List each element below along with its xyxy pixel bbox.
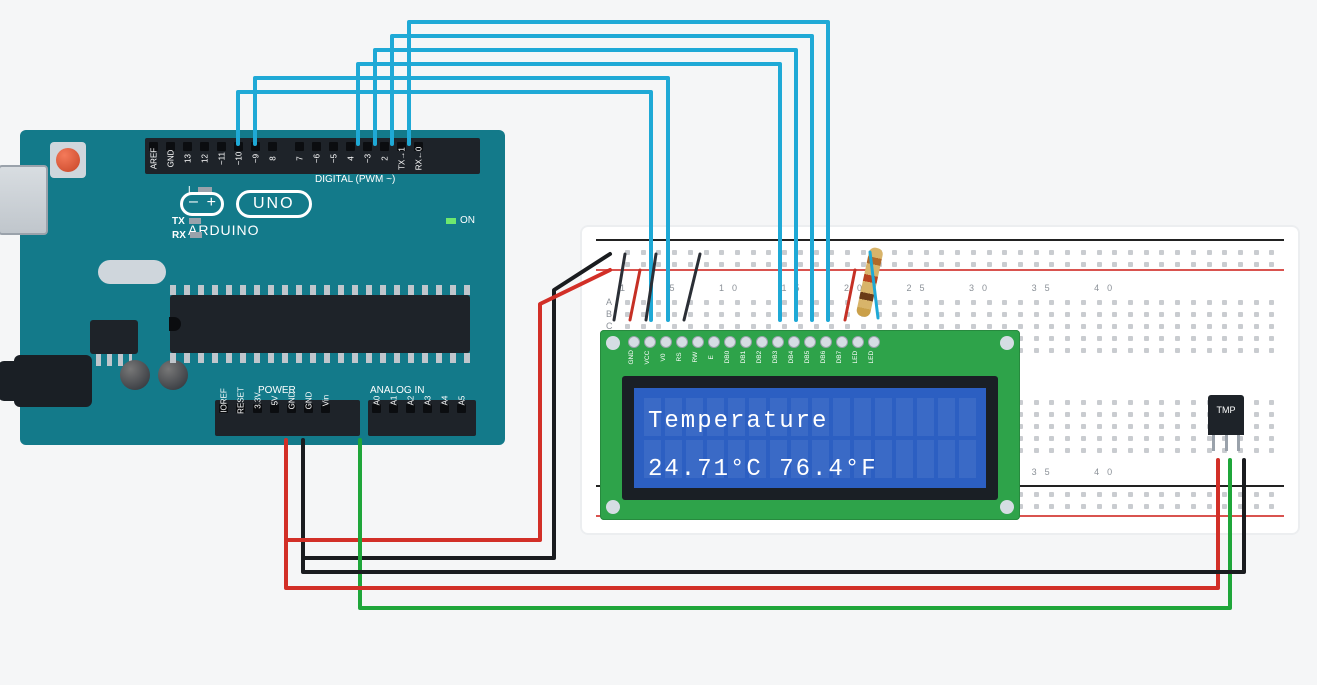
lcd-pin-label: E [708,350,720,364]
pin-3.3V[interactable]: 3.3V [249,400,266,436]
analog-section-label: ANALOG IN [370,385,424,396]
lcd-16x2[interactable]: GND VCC V0 RS RW E DB0 DB1 DB2 DB3 DB4 DB5 DB6 DB7 LED… [600,330,1020,520]
row-label: A [606,297,612,307]
infinity-icon [180,192,224,216]
lcd-pin[interactable] [820,336,832,348]
atmega-ic [170,295,470,353]
lcd-pin-label: LED [868,350,880,364]
digital-section-label: DIGITAL (PWM ~) [315,174,395,185]
pin-RX←0[interactable]: RX←0 [410,138,427,174]
lcd-pin[interactable] [852,336,864,348]
voltage-regulator [90,320,138,354]
reset-button[interactable] [50,142,86,178]
pin-~5[interactable]: ~5 [325,138,342,174]
pin-~6[interactable]: ~6 [308,138,325,174]
lcd-screen: Temperature 24.71°C 76.4°F [634,388,986,488]
power-pin-header[interactable]: IOREFRESET3.3V5VGNDGNDVin [215,400,360,436]
tmp-temperature-sensor[interactable]: TMP [1208,395,1244,435]
lcd-pin-label: V0 [660,350,672,364]
lcd-pin[interactable] [836,336,848,348]
pin-2[interactable]: 2 [376,138,393,174]
tmp-label: TMP [1208,405,1244,415]
on-led: ON [446,215,475,226]
lcd-pin[interactable] [628,336,640,348]
lcd-pin-label: RW [692,350,704,364]
lcd-pin-label: VCC [644,350,656,364]
model-label: UNO [236,190,312,218]
lcd-pin[interactable] [804,336,816,348]
pin-Vin[interactable]: Vin [317,400,334,436]
lcd-pin-labels: GND VCC V0 RS RW E DB0 DB1 DB2 DB3 DB4 DB5 DB6 DB7 LED… [628,350,880,364]
pin-A4[interactable]: A4 [436,400,453,436]
rail-holes-top[interactable] [620,247,1280,271]
lcd-pin[interactable] [644,336,656,348]
analog-pin-header[interactable]: A0A1A2A3A4A5 [368,400,476,436]
pin-A1[interactable]: A1 [385,400,402,436]
pin-12[interactable]: 12 [196,138,213,174]
lcd-pin[interactable] [692,336,704,348]
pin-13[interactable]: 13 [179,138,196,174]
lcd-pin-label: GND [628,350,640,364]
pin-~11[interactable]: ~11 [213,138,230,174]
pin-RESET[interactable]: RESET [232,400,249,436]
lcd-pin[interactable] [756,336,768,348]
lcd-line-2: 24.71°C 76.4°F [648,446,972,488]
lcd-pin-label: DB2 [756,350,768,364]
digital-pin-header[interactable]: AREFGND1312~11~10~987~6~54~32TX→1RX←0 [145,138,480,174]
pin-IOREF[interactable]: IOREF [215,400,232,436]
lcd-pin-label: RS [676,350,688,364]
pin-A5[interactable]: A5 [453,400,470,436]
lcd-pin[interactable] [772,336,784,348]
mounting-hole [606,336,620,350]
pin-~10[interactable]: ~10 [230,138,247,174]
pin-TX→1[interactable]: TX→1 [393,138,410,174]
mounting-hole [606,500,620,514]
pin-4[interactable]: 4 [342,138,359,174]
pin-A0[interactable]: A0 [368,400,385,436]
mounting-hole [1000,336,1014,350]
lcd-pin-label: DB3 [772,350,784,364]
arduino-logo: UNO [180,190,312,218]
pin-~3[interactable]: ~3 [359,138,376,174]
lcd-pin[interactable] [708,336,720,348]
usb-port [0,165,48,235]
lcd-pin-row[interactable] [628,336,880,348]
pin-8[interactable]: 8 [264,138,281,174]
pin-A2[interactable]: A2 [402,400,419,436]
lcd-pin[interactable] [676,336,688,348]
lcd-bezel: Temperature 24.71°C 76.4°F [622,376,998,500]
lcd-pin-label: DB7 [836,350,848,364]
pin-GND[interactable]: GND [162,138,179,174]
lcd-pin-label: DB5 [804,350,816,364]
pin-AREF[interactable]: AREF [145,138,162,174]
lcd-pin[interactable] [740,336,752,348]
lcd-pin-label: LED [852,350,864,364]
circuit-diagram: L UNO ARDUINO ON TX RX DIGITAL (PWM ~) P… [0,0,1317,685]
pin-~9[interactable]: ~9 [247,138,264,174]
lcd-pin[interactable] [868,336,880,348]
crystal-oscillator [98,260,166,284]
pin-7[interactable]: 7 [291,138,308,174]
capacitor [120,360,150,390]
tmp-legs [1212,435,1240,451]
barrel-jack [14,355,92,407]
arduino-uno-board[interactable]: L UNO ARDUINO ON TX RX DIGITAL (PWM ~) P… [20,130,505,445]
lcd-pin-label: DB0 [724,350,736,364]
pin-A3[interactable]: A3 [419,400,436,436]
capacitor [158,360,188,390]
pin-5V[interactable]: 5V [266,400,283,436]
pin-GND[interactable]: GND [300,400,317,436]
mounting-hole [1000,500,1014,514]
row-label: B [606,309,612,319]
lcd-pin-label: DB4 [788,350,800,364]
lcd-pin[interactable] [724,336,736,348]
pin-GND[interactable]: GND [283,400,300,436]
txrx-leds: TX RX [172,215,202,243]
lcd-line-1: Temperature [648,398,972,446]
lcd-pin-label: DB1 [740,350,752,364]
lcd-pin-label: DB6 [820,350,832,364]
lcd-pin[interactable] [660,336,672,348]
lcd-pin[interactable] [788,336,800,348]
